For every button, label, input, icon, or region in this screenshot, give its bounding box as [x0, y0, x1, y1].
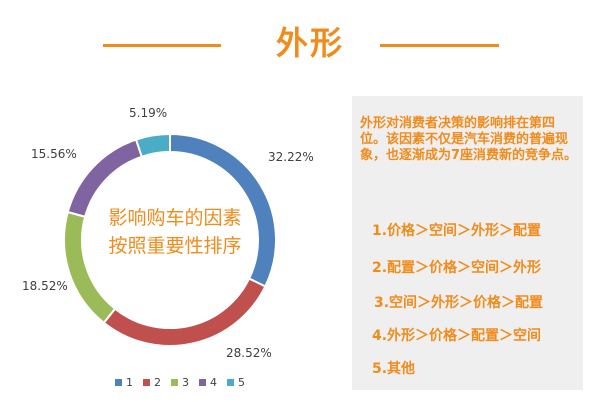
slice-label-3: 18.52%	[22, 279, 68, 293]
slice-label-5: 5.19%	[129, 106, 167, 120]
chart-center-line-1: 影响购车的因素	[108, 207, 241, 229]
legend-label-4: 4	[210, 376, 217, 389]
legend-swatch-3	[171, 379, 178, 386]
donut-slice-3	[63, 210, 117, 325]
ranking-item-2: 2.配置＞价格＞空间＞外形	[372, 260, 542, 276]
chart-legend: 1 2 3 4 5	[115, 376, 245, 389]
legend-label-3: 3	[182, 376, 189, 389]
ranking-item-3: 3.空间＞外形＞价格＞配置	[374, 295, 544, 311]
slice-label-4: 15.56%	[31, 147, 77, 161]
slice-label-2: 28.52%	[226, 346, 272, 360]
slice-label-1: 32.22%	[268, 150, 314, 164]
donut-slices	[63, 132, 277, 347]
slice-labels: 32.22% 28.52% 18.52% 15.56% 5.19%	[22, 106, 314, 360]
header-line-right	[380, 44, 499, 47]
donut-slice-2	[102, 277, 267, 347]
ranking-item-5: 5.其他	[372, 361, 416, 377]
info-panel: 外形对消费者决策的影响排在第四位。该因素不仅是汽车消费的普遍现象，也逐渐成为7座…	[352, 96, 583, 390]
page-title: 外形	[275, 24, 344, 62]
donut-chart: 32.22% 28.52% 18.52% 15.56% 5.19% 影响购车的因素 按照…	[22, 106, 314, 389]
chart-center-line-2: 按照重要性排序	[108, 235, 241, 257]
ranking-item-1: 1.价格＞空间＞外形＞配置	[372, 223, 542, 239]
header-line-left	[103, 44, 221, 47]
panel-intro-text: 外形对消费者决策的影响排在第四位。该因素不仅是汽车消费的普遍现象，也逐渐成为7座…	[360, 116, 578, 163]
legend-swatch-1	[115, 379, 122, 386]
legend-label-1: 1	[126, 376, 133, 389]
donut-slice-4	[66, 138, 144, 218]
legend-swatch-4	[199, 379, 206, 386]
legend-label-5: 5	[238, 376, 245, 389]
ranking-item-4: 4.外形＞价格＞配置＞空间	[372, 328, 542, 344]
legend-label-2: 2	[154, 376, 161, 389]
legend-swatch-2	[143, 379, 150, 386]
legend-swatch-5	[227, 379, 234, 386]
donut-slice-5	[134, 132, 171, 158]
